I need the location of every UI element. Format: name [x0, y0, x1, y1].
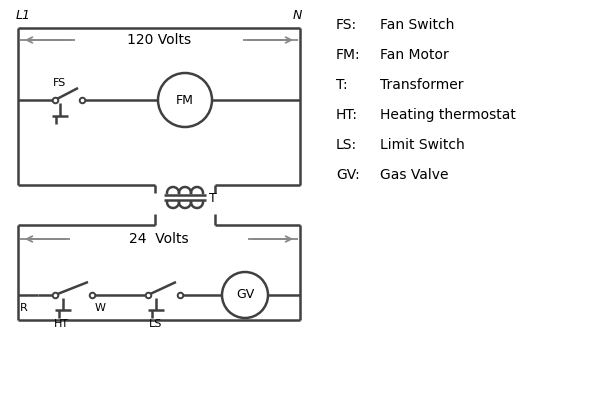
Text: L1: L1 [16, 9, 31, 22]
Text: HT: HT [54, 319, 68, 329]
Text: Heating thermostat: Heating thermostat [380, 108, 516, 122]
Text: Fan Switch: Fan Switch [380, 18, 454, 32]
Text: W: W [95, 303, 106, 313]
Text: GV:: GV: [336, 168, 360, 182]
Text: Transformer: Transformer [380, 78, 464, 92]
Text: 120 Volts: 120 Volts [127, 33, 191, 47]
Text: LS:: LS: [336, 138, 357, 152]
Text: GV: GV [236, 288, 254, 302]
Text: Limit Switch: Limit Switch [380, 138, 465, 152]
Text: FM: FM [176, 94, 194, 106]
Text: Gas Valve: Gas Valve [380, 168, 448, 182]
Text: T: T [209, 192, 217, 204]
Text: FM:: FM: [336, 48, 360, 62]
Text: FS: FS [53, 78, 66, 88]
Text: R: R [20, 303, 28, 313]
Text: LS: LS [149, 319, 163, 329]
Text: 24  Volts: 24 Volts [129, 232, 189, 246]
Text: Fan Motor: Fan Motor [380, 48, 449, 62]
Text: T:: T: [336, 78, 348, 92]
Text: N: N [293, 9, 302, 22]
Text: HT:: HT: [336, 108, 358, 122]
Text: FS:: FS: [336, 18, 357, 32]
